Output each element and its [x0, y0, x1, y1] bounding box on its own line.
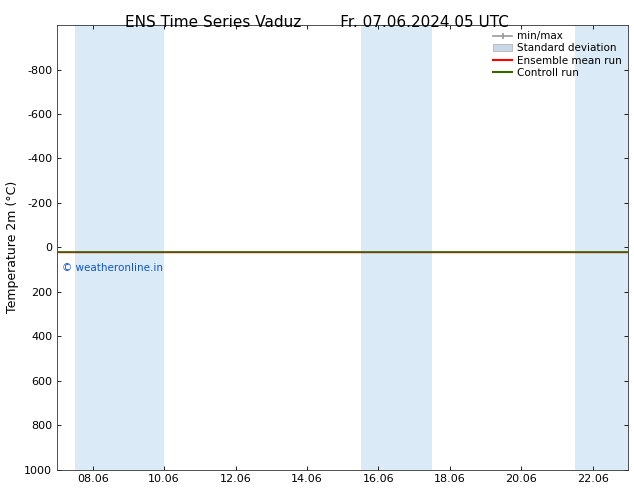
Bar — [75, 25, 164, 469]
Bar — [575, 25, 628, 469]
Text: ENS Time Series Vaduz        Fr. 07.06.2024 05 UTC: ENS Time Series Vaduz Fr. 07.06.2024 05 … — [125, 15, 509, 30]
Bar — [361, 25, 432, 469]
Text: © weatheronline.in: © weatheronline.in — [61, 263, 162, 273]
Y-axis label: Temperature 2m (°C): Temperature 2m (°C) — [6, 181, 18, 314]
Legend: min/max, Standard deviation, Ensemble mean run, Controll run: min/max, Standard deviation, Ensemble me… — [490, 28, 625, 81]
